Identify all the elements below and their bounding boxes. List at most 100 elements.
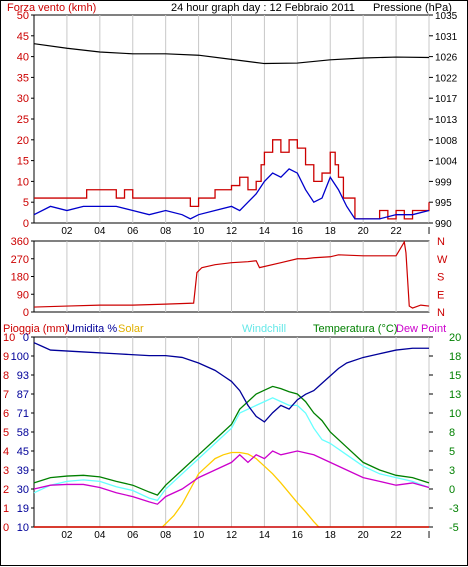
compass-letter: N xyxy=(437,307,445,319)
y-right-tick-label: 999 xyxy=(435,177,452,188)
rain-tick-label: 3 xyxy=(3,465,9,477)
y-right-tick-label: 1022 xyxy=(435,73,458,84)
temperature-tick-label: 8 xyxy=(449,427,455,439)
temperature-tick-label: 15 xyxy=(449,370,461,382)
x-tick-label: 06 xyxy=(127,226,139,237)
y-right-tick-label: 1017 xyxy=(435,94,458,105)
humidity-tick-label: 0 xyxy=(23,332,29,344)
y-right-tick-label: 1004 xyxy=(435,157,458,168)
x-tick-label: 02 xyxy=(61,530,73,541)
y-left-tick-label: 15 xyxy=(17,156,29,168)
rain-tick-label: 9 xyxy=(3,351,9,363)
y-left-tick-label: 5 xyxy=(23,197,29,209)
y-left-tick-label: 90 xyxy=(17,289,29,301)
y-left-tick-label: 0 xyxy=(23,218,29,230)
windchill-label: Windchill xyxy=(242,323,286,335)
rain-tick-label: 0 xyxy=(3,522,9,534)
rain-tick-label: 8 xyxy=(3,370,9,382)
x-tick-label: 04 xyxy=(94,226,106,237)
x-tick-label: 04 xyxy=(94,530,106,541)
chart-date-title: 24 hour graph day : 12 Febbraio 2011 xyxy=(171,2,355,14)
rain-tick-label: 10 xyxy=(3,332,15,344)
temperature-line xyxy=(33,385,430,496)
solar-label: Solar xyxy=(118,323,144,335)
y-left-tick-label: 270 xyxy=(11,254,29,266)
temperature-tick-label: 13 xyxy=(449,389,461,401)
y-right-tick-label: 1035 xyxy=(435,11,458,22)
y-left-tick-label: 50 xyxy=(17,10,29,22)
y-left-tick-label: 35 xyxy=(17,72,29,84)
temperature-tick-label: 20 xyxy=(449,332,461,344)
humidity-tick-label: 19 xyxy=(17,503,29,515)
compass-letter: S xyxy=(437,272,444,284)
x-tick-label: 20 xyxy=(358,226,370,237)
humidity-line xyxy=(33,342,429,423)
temperature-tick-label: -3 xyxy=(449,503,459,515)
humidity-tick-label: 58 xyxy=(17,427,29,439)
x-tick-label: 06 xyxy=(127,530,139,541)
humidity-tick-label: 30 xyxy=(17,484,29,496)
wind-pressure-panel: 02 04 06 08 10 12 14 16 18 20 22 I50454035302520151… xyxy=(17,10,458,237)
y-left-tick-label: 10 xyxy=(17,176,29,188)
rain-tick-label: 2 xyxy=(3,484,9,496)
wind-speed-title: Forza vento (kmh) xyxy=(7,2,96,14)
temperature-tick-label: 3 xyxy=(449,465,455,477)
compass-letter: E xyxy=(437,289,444,301)
windchill-line xyxy=(33,397,430,502)
x-tick-label: 22 xyxy=(391,530,403,541)
y-right-tick-label: 1026 xyxy=(435,53,458,64)
temperature-tick-label: 10 xyxy=(449,408,461,420)
x-tick-label: 08 xyxy=(160,226,172,237)
humidity-label: Umidita % xyxy=(67,323,117,335)
x-tick-label: 20 xyxy=(358,530,370,541)
humidity-tick-label: 100 xyxy=(11,351,29,363)
y-right-tick-label: 995 xyxy=(435,198,452,209)
compass-letter: W xyxy=(437,254,448,266)
humidity-tick-label: 45 xyxy=(17,446,29,458)
x-tick-label: 18 xyxy=(325,226,337,237)
y-left-tick-label: 25 xyxy=(17,114,29,126)
x-tick-label: 08 xyxy=(160,530,172,541)
x-tick-label: 16 xyxy=(292,226,304,237)
x-tick-label: 02 xyxy=(61,226,73,237)
temperature-tick-label: 18 xyxy=(449,351,461,363)
y-left-tick-label: 20 xyxy=(17,135,29,147)
y-left-tick-label: 45 xyxy=(17,31,29,43)
temperature-label: Temperatura (°C) xyxy=(313,323,397,335)
compass-letter: N xyxy=(437,236,445,248)
x-tick-label: 12 xyxy=(226,530,238,541)
x-tick-label: 10 xyxy=(193,226,205,237)
humidity-tick-label: 10 xyxy=(17,522,29,534)
wind-direction-line xyxy=(33,240,430,309)
pressure-line xyxy=(33,43,430,65)
dewpoint-label: Dew Point xyxy=(396,323,446,335)
solar-line xyxy=(34,451,429,528)
wind-average-line xyxy=(33,168,430,220)
x-tick-label: 22 xyxy=(391,226,403,237)
temperature-tick-label: 0 xyxy=(449,484,455,496)
rain-label: Pioggia (mm) xyxy=(3,323,68,335)
humidity-tick-label: 39 xyxy=(17,465,29,477)
x-tick-label: 12 xyxy=(226,226,238,237)
x-tick-label: 18 xyxy=(325,530,337,541)
dewpoint-line xyxy=(33,450,430,505)
temperature-tick-label: -5 xyxy=(449,522,459,534)
humidity-tick-label: 93 xyxy=(17,370,29,382)
y-right-tick-label: 1008 xyxy=(435,136,458,147)
x-tick-label: 14 xyxy=(259,530,271,541)
y-right-tick-label: 1031 xyxy=(435,32,458,43)
y-left-tick-label: 180 xyxy=(11,272,29,284)
rain-tick-label: 7 xyxy=(3,389,9,401)
x-tick-label: I xyxy=(428,226,431,237)
x-tick-label: 14 xyxy=(259,226,271,237)
pressure-title: Pressione (hPa) xyxy=(373,2,452,14)
x-tick-label: 16 xyxy=(292,530,304,541)
humidity-tick-label: 87 xyxy=(17,389,29,401)
x-tick-label: 10 xyxy=(193,530,205,541)
y-left-tick-label: 30 xyxy=(17,93,29,105)
y-left-tick-label: 360 xyxy=(11,236,29,248)
y-right-tick-label: 1013 xyxy=(435,115,458,126)
